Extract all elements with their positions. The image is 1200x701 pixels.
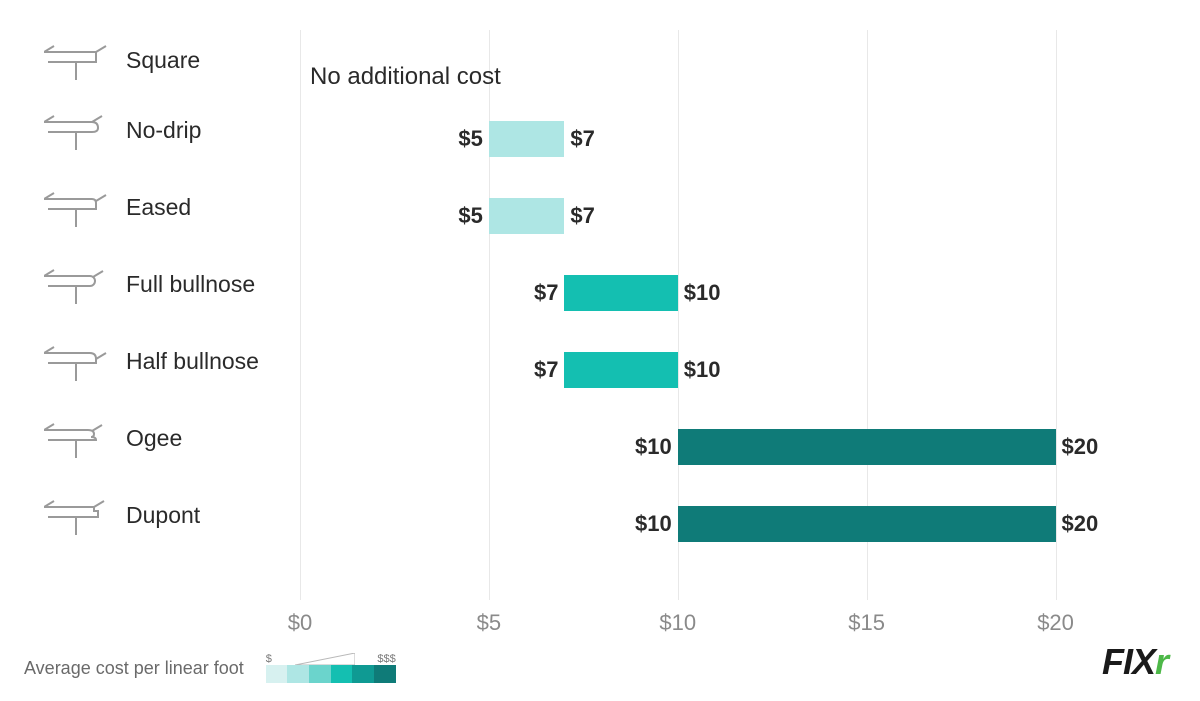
eased-edge-icon xyxy=(44,187,108,227)
bar-low-label: $5 xyxy=(458,126,488,152)
bar-high-label: $10 xyxy=(678,280,721,306)
legend-swatch xyxy=(266,665,288,683)
logo-accent: r xyxy=(1155,641,1168,682)
range-bar: $7$10 xyxy=(564,352,677,388)
row-label: Half bullnose xyxy=(126,348,259,375)
chart-row: Eased xyxy=(0,177,300,237)
bar-low-label: $7 xyxy=(534,357,564,383)
halfbullnose-edge-icon xyxy=(44,341,108,381)
bar-low-label: $7 xyxy=(534,280,564,306)
row-label: No-drip xyxy=(126,117,201,144)
range-bar: $10$20 xyxy=(678,429,1056,465)
logo-main: FIX xyxy=(1102,641,1155,682)
bar-high-label: $20 xyxy=(1056,434,1099,460)
range-bar: $10$20 xyxy=(678,506,1056,542)
fullbullnose-edge-icon xyxy=(44,264,108,304)
bar-low-label: $5 xyxy=(458,203,488,229)
legend-swatch xyxy=(374,665,396,683)
bar-high-label: $7 xyxy=(564,203,594,229)
legend-low-symbol: $ xyxy=(266,653,272,665)
chart-row: Half bullnose xyxy=(0,331,300,391)
legend-swatch xyxy=(352,665,374,683)
x-axis-tick: $5 xyxy=(477,610,501,636)
legend-high-symbol: $$$ xyxy=(377,653,395,665)
chart-row: Dupont xyxy=(0,485,300,545)
bar-high-label: $20 xyxy=(1056,511,1099,537)
x-axis-tick: $10 xyxy=(659,610,696,636)
square-edge-icon xyxy=(44,40,108,80)
chart-row: Ogee xyxy=(0,408,300,468)
legend-wedge-icon xyxy=(295,653,355,665)
range-bar: $5$7 xyxy=(489,198,565,234)
gridline xyxy=(489,30,490,600)
bar-fill xyxy=(678,506,1056,542)
row-label: Eased xyxy=(126,194,191,221)
bar-low-label: $10 xyxy=(635,434,678,460)
dupont-edge-icon xyxy=(44,495,108,535)
legend-label: Average cost per linear foot xyxy=(24,658,244,679)
x-axis-tick: $20 xyxy=(1037,610,1074,636)
row-label: Ogee xyxy=(126,425,182,452)
bar-low-label: $10 xyxy=(635,511,678,537)
legend-swatch xyxy=(287,665,309,683)
bar-fill xyxy=(564,275,677,311)
legend-swatch xyxy=(331,665,353,683)
row-label: Square xyxy=(126,47,200,74)
range-bar: $7$10 xyxy=(564,275,677,311)
legend-scale: $ $$$ xyxy=(266,653,396,683)
row-label: Full bullnose xyxy=(126,271,255,298)
bar-high-label: $10 xyxy=(678,357,721,383)
chart-row: Full bullnose xyxy=(0,254,300,314)
chart-footer: Average cost per linear foot $ $$$ xyxy=(24,653,396,683)
bar-fill xyxy=(489,121,565,157)
bar-fill xyxy=(564,352,677,388)
ogee-edge-icon xyxy=(44,418,108,458)
bar-high-label: $7 xyxy=(564,126,594,152)
fixr-logo: FIXr xyxy=(1102,641,1168,683)
chart-row: Square xyxy=(0,30,300,90)
x-axis-tick: $0 xyxy=(288,610,312,636)
gridline xyxy=(300,30,301,600)
bar-fill xyxy=(678,429,1056,465)
nodrip-edge-icon xyxy=(44,110,108,150)
chart-area: $0$5$10$15$20No additional cost$5$7$5$7$… xyxy=(300,30,1150,605)
no-additional-cost-text: No additional cost xyxy=(310,63,501,91)
chart-row: No-drip xyxy=(0,100,300,160)
row-label: Dupont xyxy=(126,502,200,529)
legend-swatches xyxy=(266,665,396,683)
x-axis-tick: $15 xyxy=(848,610,885,636)
bar-fill xyxy=(489,198,565,234)
legend-swatch xyxy=(309,665,331,683)
range-bar: $5$7 xyxy=(489,121,565,157)
